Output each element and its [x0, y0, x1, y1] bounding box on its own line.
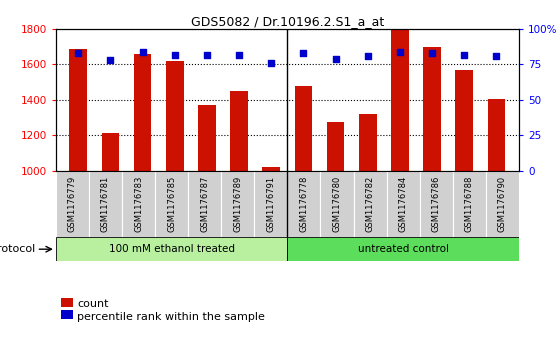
Text: GSM1176786: GSM1176786 [432, 176, 441, 232]
Text: GSM1176787: GSM1176787 [200, 176, 209, 232]
Bar [391, 29, 409, 171]
Bar [188, 171, 221, 237]
Point [427, 50, 436, 56]
Bar [424, 47, 441, 171]
Point [331, 56, 340, 62]
Text: protocol: protocol [0, 244, 35, 254]
Bar [262, 167, 280, 171]
Bar [69, 49, 87, 171]
Bar [198, 105, 216, 171]
Bar [89, 171, 122, 237]
Text: GSM1176782: GSM1176782 [365, 176, 374, 232]
Bar [155, 171, 188, 237]
Point [170, 52, 179, 57]
Text: GSM1176785: GSM1176785 [167, 176, 176, 232]
Point [267, 60, 276, 66]
Bar [102, 134, 119, 171]
Bar [420, 171, 453, 237]
Bar [287, 171, 320, 237]
Title: GDS5082 / Dr.10196.2.S1_a_at: GDS5082 / Dr.10196.2.S1_a_at [191, 15, 384, 28]
Point [460, 52, 469, 57]
Text: untreated control: untreated control [358, 244, 449, 254]
Bar [56, 171, 89, 237]
Bar [320, 171, 354, 237]
Text: GSM1176784: GSM1176784 [398, 176, 408, 232]
Bar [453, 171, 486, 237]
Bar [230, 91, 248, 171]
Text: GSM1176783: GSM1176783 [134, 176, 143, 232]
Bar [387, 171, 420, 237]
Point [106, 57, 115, 63]
Point [492, 53, 501, 59]
Bar [166, 61, 184, 171]
Bar [287, 237, 519, 261]
Text: GSM1176791: GSM1176791 [266, 176, 275, 232]
Text: GSM1176789: GSM1176789 [233, 176, 242, 232]
Text: GSM1176778: GSM1176778 [300, 176, 309, 232]
Point [363, 53, 372, 59]
Bar [254, 171, 287, 237]
Bar [455, 70, 473, 171]
Bar [295, 86, 312, 171]
Text: percentile rank within the sample: percentile rank within the sample [77, 312, 265, 322]
Point [74, 50, 83, 56]
Text: GSM1176788: GSM1176788 [465, 176, 474, 232]
Text: 100 mM ethanol treated: 100 mM ethanol treated [109, 244, 234, 254]
Bar [56, 237, 287, 261]
Bar [327, 122, 344, 171]
Point [138, 49, 147, 54]
Text: GSM1176780: GSM1176780 [333, 176, 341, 232]
Bar [488, 99, 506, 171]
Bar [122, 171, 155, 237]
Text: GSM1176779: GSM1176779 [68, 176, 77, 232]
Point [203, 52, 211, 57]
Bar [134, 54, 151, 171]
Bar [354, 171, 387, 237]
Bar [486, 171, 519, 237]
Point [396, 49, 405, 54]
Text: count: count [77, 299, 108, 309]
Point [235, 52, 244, 57]
Point [299, 50, 308, 56]
Text: GSM1176781: GSM1176781 [101, 176, 110, 232]
Bar [359, 114, 377, 171]
Text: GSM1176790: GSM1176790 [498, 176, 507, 232]
Bar [221, 171, 254, 237]
